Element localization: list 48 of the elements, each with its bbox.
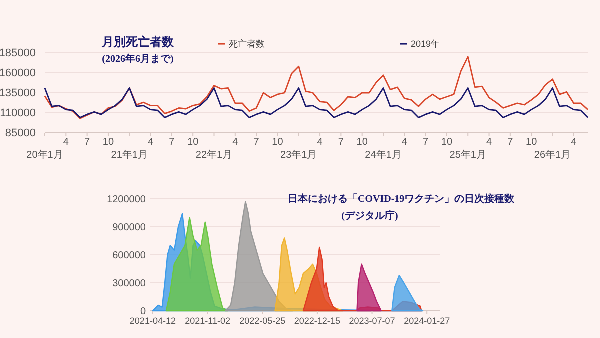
x-tick-label: 2024-01-27 xyxy=(404,316,450,326)
x-tick-label: 10 xyxy=(441,137,453,148)
x-tick-label: 10 xyxy=(188,137,200,148)
y-tick-label: 160000 xyxy=(0,68,36,80)
chart-subtitle: (2026年6月まで) xyxy=(102,53,174,65)
x-tick-label: 22年1月 xyxy=(196,149,233,161)
x-tick-label: 2021-11-02 xyxy=(185,316,230,326)
x-tick-label: 2023-07-07 xyxy=(349,316,396,326)
x-tick-label: 2021-04-12 xyxy=(130,316,176,326)
x-tick-label: 24年1月 xyxy=(365,149,402,161)
y-tick-label: 135000 xyxy=(0,88,36,100)
y-tick-label: 1200000 xyxy=(107,194,146,206)
x-tick-label: 4 xyxy=(571,137,578,148)
y-tick-label: 85000 xyxy=(5,128,36,140)
x-tick-label: 2022-05-25 xyxy=(240,316,286,326)
x-tick-label: 10 xyxy=(272,137,284,148)
x-tick-label: 4 xyxy=(148,137,154,148)
x-tick-label: 7 xyxy=(169,137,176,148)
y-tick-label: 0 xyxy=(140,306,146,318)
x-tick-label: 4 xyxy=(232,137,239,148)
chart-title: 月別死亡者数 xyxy=(101,35,175,49)
x-tick-label: 7 xyxy=(84,137,91,148)
y-tick-label: 110000 xyxy=(0,108,36,120)
x-tick-label: 10 xyxy=(102,137,114,148)
x-tick-label: 4 xyxy=(486,137,492,148)
x-tick-label: 7 xyxy=(254,137,260,148)
y-tick-label: 185000 xyxy=(0,48,36,60)
y-tick-label: 600000 xyxy=(112,250,146,262)
legend-label: 2019年 xyxy=(411,39,440,49)
x-tick-label: 7 xyxy=(508,137,514,148)
x-tick-label: 10 xyxy=(526,137,538,148)
x-tick-label: 21年1月 xyxy=(111,149,148,161)
chart-title: 日本における「COVID-19ワクチン」の日次接種数 xyxy=(288,193,516,205)
x-tick-label: 23年1月 xyxy=(280,149,318,161)
x-tick-label: 25年1月 xyxy=(450,149,486,161)
y-tick-label: 900000 xyxy=(112,222,146,234)
x-tick-label: 4 xyxy=(402,137,408,148)
x-tick-label: 10 xyxy=(356,137,368,148)
x-tick-label: 7 xyxy=(423,137,430,148)
x-tick-label: 4 xyxy=(317,137,324,148)
text: (デジタル庁) xyxy=(342,210,398,222)
x-tick-label: 4 xyxy=(63,137,70,148)
legend-label: 死亡者数 xyxy=(229,39,265,49)
x-tick-label: 20年1月 xyxy=(26,149,64,161)
x-tick-label: 2022-12-15 xyxy=(294,316,340,326)
x-tick-label: 26年1月 xyxy=(534,149,572,161)
x-tick-label: 7 xyxy=(338,137,344,148)
y-tick-label: 300000 xyxy=(112,278,146,290)
